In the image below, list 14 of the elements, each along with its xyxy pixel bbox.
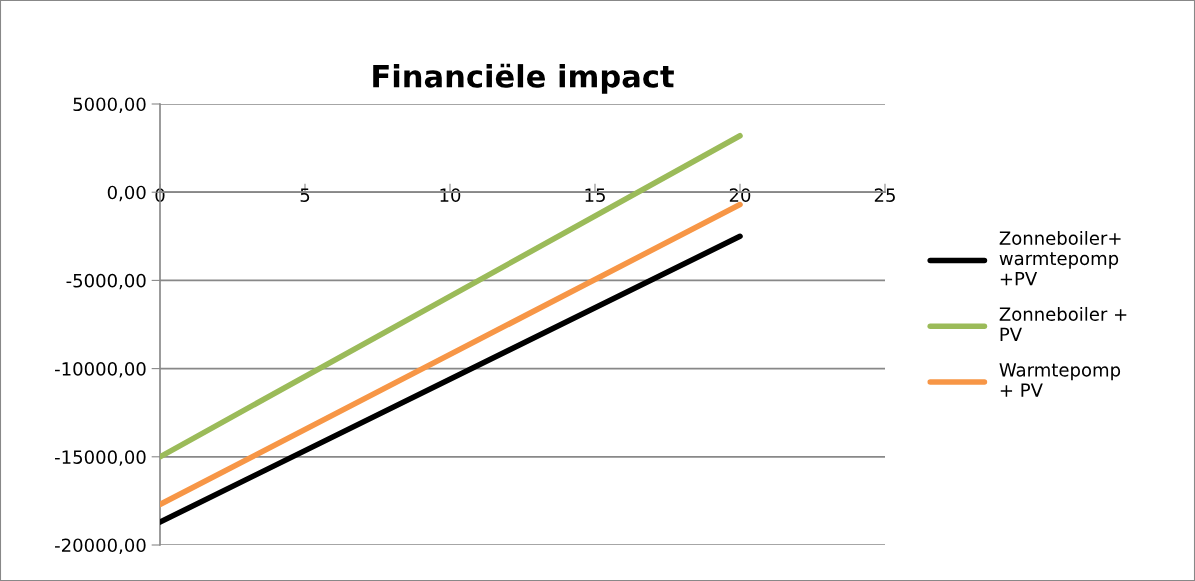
y-tick-label: -15000,00 [55, 450, 146, 466]
y-tick-label: 0,00 [107, 185, 146, 202]
y-tick-label: -10000,00 [55, 362, 146, 378]
legend-label: Warmtepomp + PV [999, 363, 1121, 397]
y-tick-label: -5000,00 [66, 273, 146, 290]
legend-label: Zonneboiler + PV [999, 306, 1127, 341]
chart-title: Financiële impact [373, 63, 674, 94]
y-tick-label: -20000,00 [55, 538, 146, 554]
y-tick-label: 5000,00 [73, 97, 146, 113]
x-tick-label: 15 [585, 188, 605, 203]
x-tick-label: 25 [874, 188, 895, 203]
x-tick-label: 0 [155, 188, 165, 203]
x-tick-label: 5 [300, 188, 310, 203]
legend-label: Zonneboiler+ warmtepomp +PV [999, 230, 1121, 286]
